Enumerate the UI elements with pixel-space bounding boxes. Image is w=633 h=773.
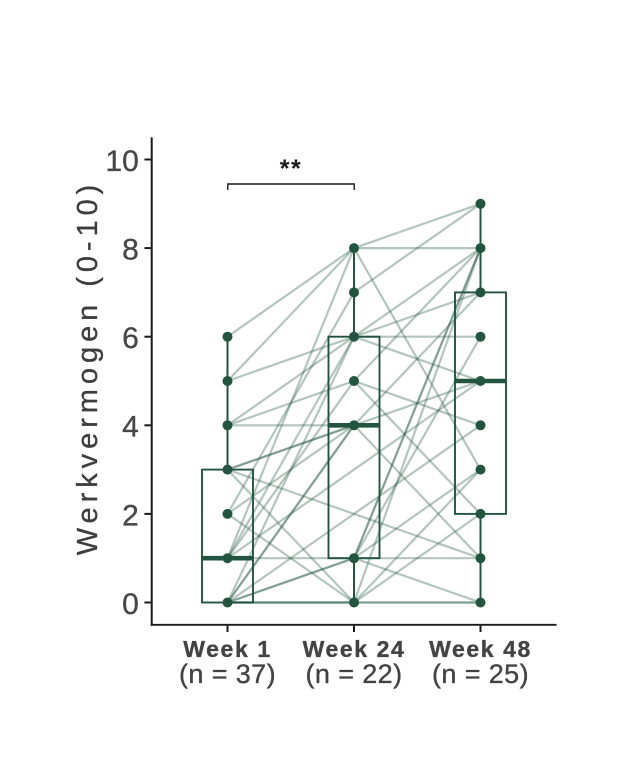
svg-text:(n = 37): (n = 37) — [179, 659, 276, 689]
svg-text:Week 1: Week 1 — [183, 636, 271, 662]
svg-text:6: 6 — [122, 322, 139, 355]
svg-text:4: 4 — [122, 411, 139, 444]
svg-text:**: ** — [280, 155, 302, 183]
svg-text:Werkvermogen (0-10): Werkvermogen (0-10) — [72, 180, 104, 556]
svg-text:(n = 25): (n = 25) — [432, 659, 529, 689]
svg-text:Week 48: Week 48 — [429, 636, 532, 662]
svg-text:Week 24: Week 24 — [303, 636, 406, 662]
svg-text:10: 10 — [105, 145, 138, 178]
svg-text:8: 8 — [122, 234, 139, 267]
svg-text:2: 2 — [122, 499, 139, 532]
svg-text:(n = 22): (n = 22) — [305, 659, 402, 689]
svg-text:0: 0 — [122, 588, 139, 621]
